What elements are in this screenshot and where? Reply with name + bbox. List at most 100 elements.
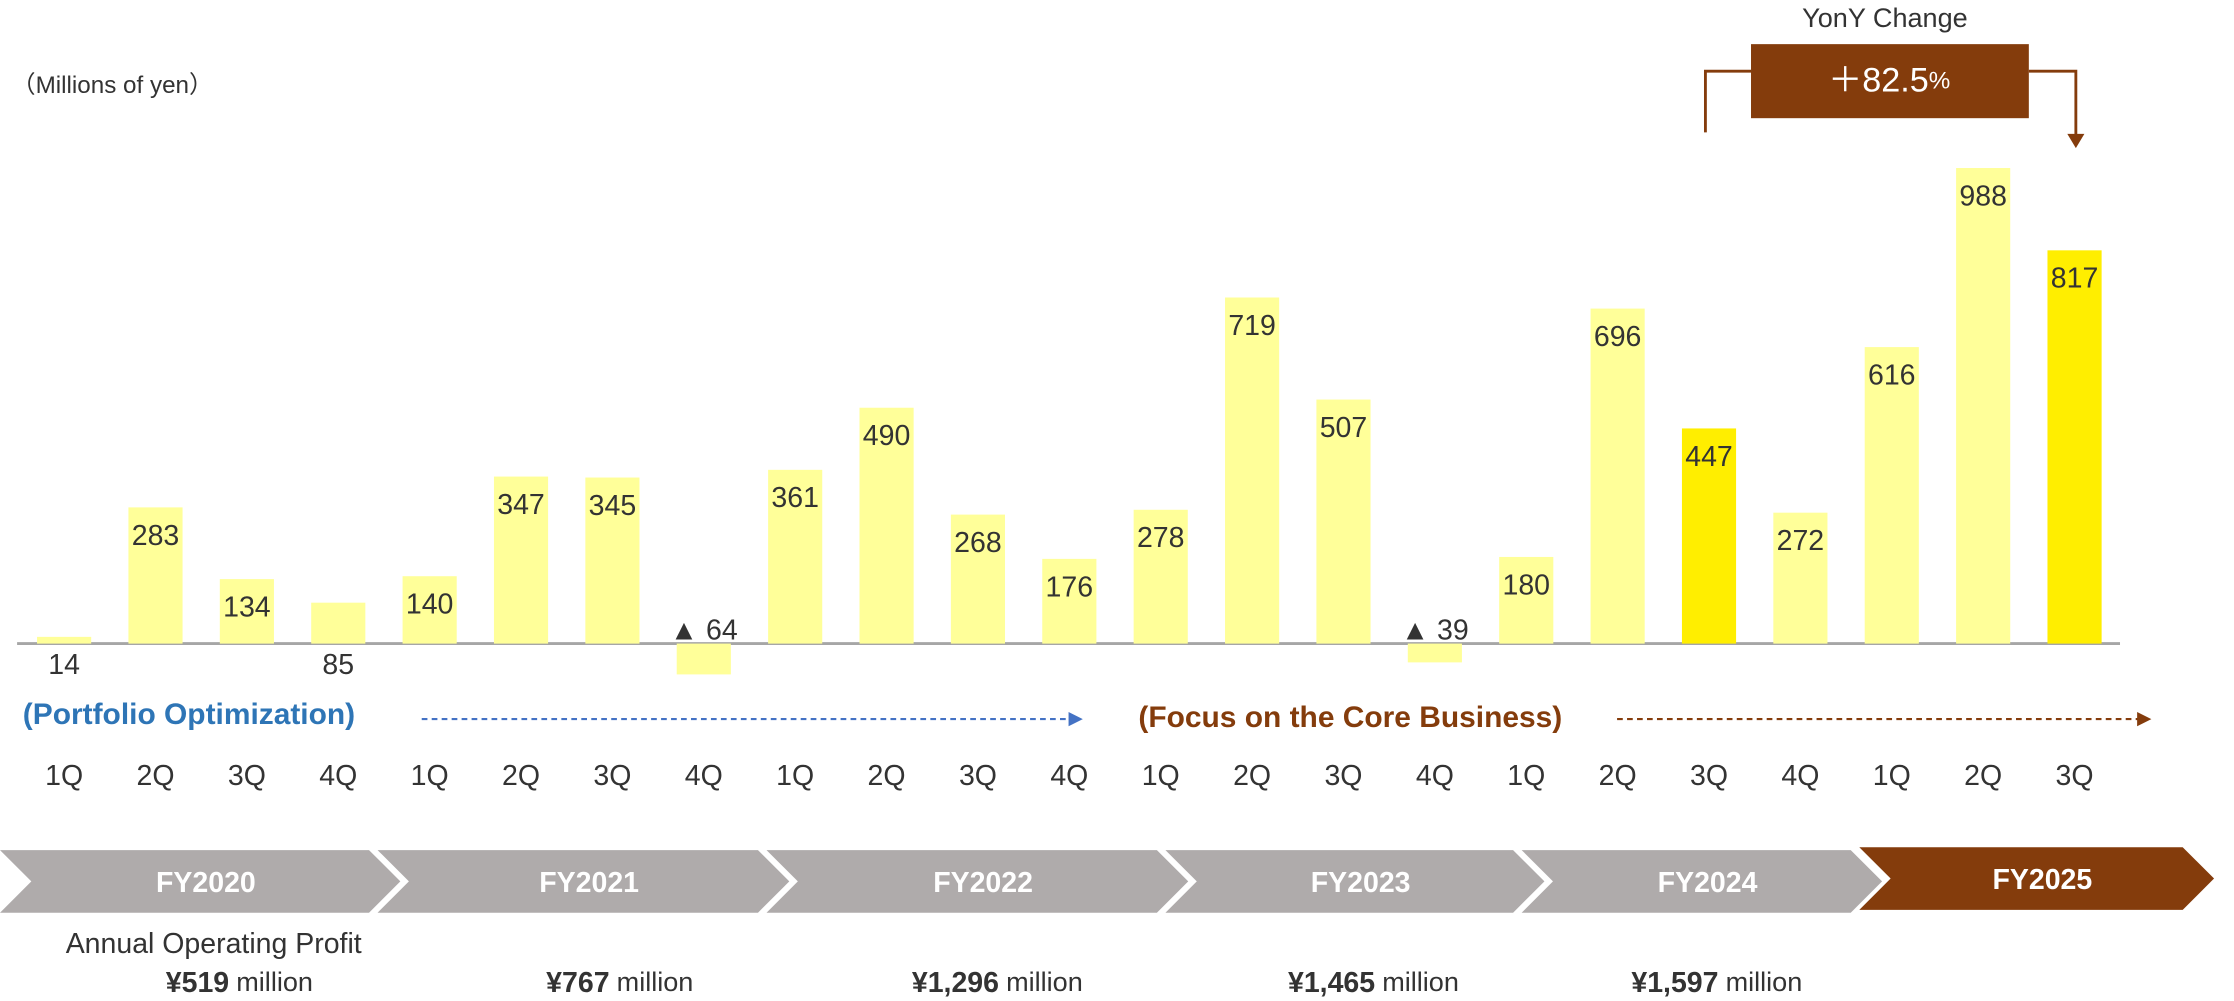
value-label: 696 [1594,321,1642,353]
yoy-arrowhead [2067,133,2085,149]
annual-profit-amount: ¥1,597 [1631,966,1718,998]
yoy-number: ＋82.5 [1828,62,1929,100]
bar [676,643,731,675]
bar [1773,512,1828,644]
fiscal-year-label: FY2020 [156,867,256,899]
value-label: 490 [863,420,911,452]
fiscal-year-chevron [1859,847,2215,910]
value-label: 347 [497,489,545,521]
value-label: 176 [1046,571,1094,603]
bar [128,507,183,644]
yoy-bracket [1703,69,1752,133]
x-tick-label: 4Q [1050,760,1088,792]
phase-arrowhead [1068,711,1083,727]
bar [1316,399,1371,644]
value-label: ▲ 64 [670,615,738,647]
phase-arrowhead [2137,711,2152,727]
value-label: 817 [2051,263,2099,295]
value-label: 447 [1685,441,1733,473]
x-tick-label: 4Q [685,760,723,792]
value-label: ▲ 39 [1401,615,1469,647]
bar [2047,250,2102,644]
bar [311,602,366,644]
x-tick-label: 1Q [45,760,83,792]
bar [859,407,914,644]
x-tick-label: 1Q [1142,760,1180,792]
x-tick-label: 2Q [1964,760,2002,792]
bar [37,636,92,644]
phase-label: (Portfolio Optimization) [23,698,355,731]
x-tick-label: 3Q [1690,760,1728,792]
value-label: 345 [589,490,637,522]
annual-profit-unit: million [236,967,313,997]
x-tick-label: 2Q [1233,760,1271,792]
annual-profit-amount: ¥1,465 [1288,966,1375,998]
x-tick-label: 1Q [1873,760,1911,792]
bar [1681,428,1737,644]
value-label: 988 [1959,180,2007,212]
x-tick-label: 2Q [136,760,174,792]
annual-profit: ¥1,465 million [1288,966,1459,998]
x-tick-label: 4Q [319,760,357,792]
x-tick-label: 2Q [502,760,540,792]
x-tick-label: 4Q [1416,760,1454,792]
annual-profit-amount: ¥1,296 [912,966,999,998]
fiscal-year-chevron [0,850,401,913]
fiscal-year-chevron [1521,850,1883,913]
x-tick-label: 2Q [1599,760,1637,792]
fiscal-year-chevron [377,850,790,913]
bar [1590,308,1645,644]
x-tick-label: 1Q [1507,760,1545,792]
x-tick-label: 1Q [411,760,449,792]
yoy-bracket [2028,69,2078,137]
bar [1499,556,1554,644]
annual-profit-unit: million [1382,967,1459,997]
fiscal-year-label: FY2024 [1658,867,1758,899]
annual-profit-amount: ¥519 [166,966,229,998]
x-tick-label: 1Q [776,760,814,792]
annual-profit-unit: million [1006,967,1083,997]
annual-profit-amount: ¥767 [546,966,609,998]
annual-profit-unit: million [1726,967,1803,997]
annual-label: Annual Operating Profit [66,928,362,960]
value-label: 272 [1777,525,1825,557]
bar [1864,347,1919,644]
bar [585,477,640,644]
bar [219,579,274,644]
unit-label: （Millions of yen） [11,72,213,99]
value-label: 14 [48,649,80,681]
bar [493,476,549,644]
x-tick-label: 2Q [868,760,906,792]
bar [1042,558,1097,644]
yoy-box [1751,44,2029,119]
x-tick-label: 3Q [593,760,631,792]
x-tick-label: 3Q [2056,760,2094,792]
yoy-value: ＋82.5% [1828,62,1950,100]
value-label: 85 [322,649,354,681]
yoy-title: YonY Change [1802,3,1968,33]
x-tick-label: 4Q [1781,760,1819,792]
x-tick-label: 3Q [228,760,266,792]
value-label: 283 [132,520,180,552]
fiscal-year-chevron [1165,850,1545,913]
value-label: 616 [1868,360,1916,392]
phase-label: (Focus on the Core Business) [1138,701,1562,734]
value-label: 180 [1502,569,1550,601]
annual-profit: ¥519 million [166,966,313,998]
fiscal-year-label: FY2025 [1992,864,2092,896]
value-label: 140 [406,589,454,621]
annual-profit: ¥767 million [546,966,693,998]
fiscal-year-label: FY2021 [539,867,639,899]
fiscal-year-chevron [766,850,1189,913]
x-tick-label: 3Q [1324,760,1362,792]
yoy-unit: % [1929,68,1951,95]
value-label: 134 [223,592,271,624]
x-tick-label: 3Q [959,760,997,792]
value-label: 268 [954,527,1002,559]
value-label: 361 [771,482,819,514]
value-label: 719 [1228,310,1276,342]
bar [768,469,823,644]
annual-profit: ¥1,597 million [1631,966,1802,998]
bar [1133,509,1188,644]
